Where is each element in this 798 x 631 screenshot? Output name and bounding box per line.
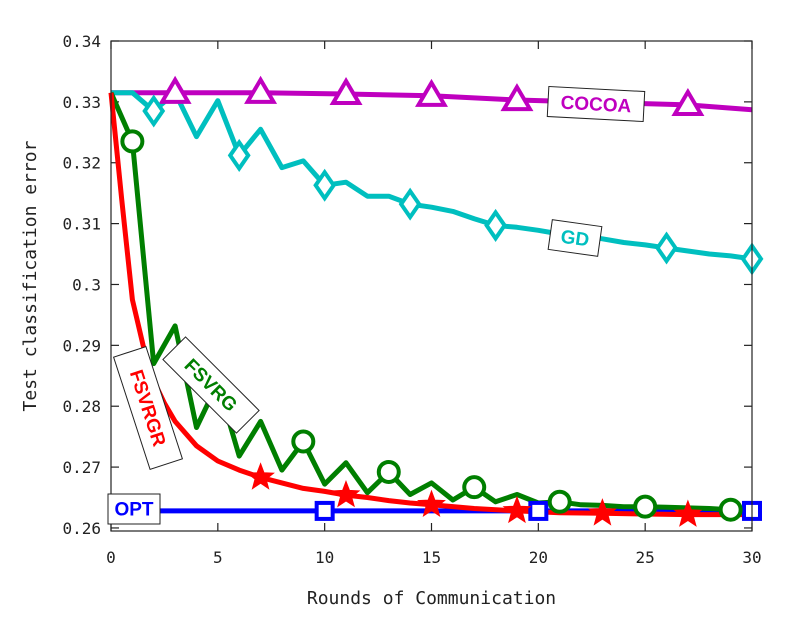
y-axis-label: Test classification error <box>20 140 41 411</box>
x-axis-label: Rounds of Communication <box>307 588 556 609</box>
series-cocoa-marker <box>244 75 278 104</box>
series-gd-marker <box>313 168 337 202</box>
series-fsvrg-marker <box>462 475 487 500</box>
series-opt-marker <box>314 500 335 521</box>
series-gd-marker <box>655 231 678 265</box>
y-tick-label: 0.29 <box>62 336 101 355</box>
series-label-box <box>547 219 603 257</box>
series-lines <box>108 90 753 518</box>
x-tick-label: 25 <box>636 548 655 567</box>
series-cocoa-marker <box>158 75 192 104</box>
series-label-text: COCOA <box>560 93 632 118</box>
series-label-opt: OPT <box>107 493 161 525</box>
series-label-fsvrg: FSVRG <box>162 336 260 434</box>
series-fsvrgr-marker <box>502 495 532 524</box>
y-tick-label: 0.28 <box>62 397 101 416</box>
series-fsvrgr-marker <box>588 498 617 526</box>
series-fsvrg-marker <box>633 494 658 519</box>
series-line-fsvrgr <box>108 92 752 518</box>
y-tick-label: 0.3 <box>72 275 101 294</box>
series-label-cocoa: COCOA <box>546 85 646 123</box>
series-label-box <box>107 493 161 525</box>
x-tick-label: 0 <box>106 548 116 567</box>
x-tick-label: 20 <box>529 548 548 567</box>
series-fsvrgr-marker <box>331 479 361 508</box>
y-tick-label: 0.27 <box>62 458 101 477</box>
series-line-fsvrg <box>108 91 753 514</box>
series-fsvrg-marker <box>376 459 401 484</box>
series-fsvrg-marker <box>120 129 145 154</box>
series-fsvrgr-marker <box>246 462 275 490</box>
y-tick-label: 0.31 <box>62 215 101 234</box>
series-cocoa-marker <box>329 77 363 106</box>
series-label-box <box>112 346 184 470</box>
series-line-cocoa <box>111 90 753 113</box>
x-tick-label: 5 <box>213 548 223 567</box>
plot-frame <box>110 40 753 532</box>
series-gd-marker <box>398 187 422 221</box>
x-tick-label: 30 <box>742 548 761 567</box>
y-tick-label: 0.26 <box>62 519 101 538</box>
series-label-gd: GD <box>547 219 603 257</box>
series-fsvrg-marker <box>547 489 572 514</box>
series-fsvrg-marker <box>291 429 316 454</box>
series-label-text: OPT <box>114 500 153 521</box>
y-tick-label: 0.34 <box>62 32 101 51</box>
series-label-box <box>546 85 646 123</box>
tick-labels: 0 5 10 15 20 25 30 0.26 0.27 0.28 0.29 0.3 0.31 0.32 0… <box>62 32 761 567</box>
series-gd-marker <box>142 94 166 128</box>
series-cocoa-marker <box>671 87 705 117</box>
series-fsvrgr-marker <box>673 499 703 527</box>
y-tick-label: 0.33 <box>62 93 101 112</box>
x-tick-label: 15 <box>422 548 441 567</box>
series-gd-marker <box>484 208 508 242</box>
series-line-gd <box>111 90 753 262</box>
series-label-text: GD <box>559 227 590 252</box>
series-cocoa-marker <box>415 78 448 107</box>
series-markers <box>120 75 764 527</box>
series-fsvrgr-marker <box>417 489 446 518</box>
series-fsvrg-marker <box>718 497 743 522</box>
y-tick-label: 0.32 <box>62 154 101 173</box>
series-label-box <box>162 336 260 434</box>
series-gd-marker <box>227 138 251 172</box>
x-tick-label: 10 <box>315 548 334 567</box>
series-opt-marker <box>528 500 549 521</box>
series-cocoa-marker <box>500 83 534 112</box>
